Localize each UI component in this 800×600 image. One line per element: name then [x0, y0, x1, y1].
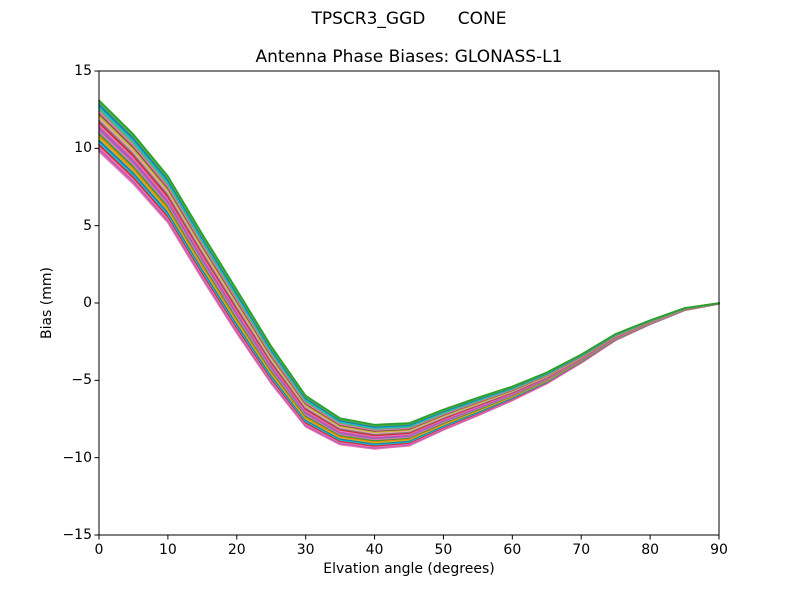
series-line [98, 134, 720, 443]
series-line [98, 139, 720, 445]
series-line [98, 110, 720, 431]
x-tick-label-80: 80 [641, 542, 660, 558]
series-line [98, 123, 720, 438]
x-tick-label-50: 50 [434, 542, 453, 558]
series-line [98, 146, 720, 448]
axis-ticks-group [94, 70, 720, 540]
y-tick-label-5: 5 [83, 217, 92, 234]
series-line [98, 119, 720, 436]
x-tick-label-30: 30 [296, 542, 315, 558]
series-line [98, 130, 720, 441]
line-series-group [98, 99, 720, 450]
x-axis-label: Elvation angle (degrees) [323, 561, 495, 577]
plot-frame [98, 70, 720, 536]
series-line [98, 132, 720, 442]
series-line [98, 150, 720, 450]
chart-subtitle: Antenna Phase Biases: GLONASS-L1 [255, 47, 563, 67]
chart-title: TPSCR3_GGD CONE [311, 9, 507, 29]
y-tick-label-15: 15 [74, 63, 92, 79]
series-line [98, 106, 720, 429]
series-line [98, 115, 720, 433]
x-tick-label-90: 90 [710, 542, 728, 558]
x-tick-label-20: 20 [227, 542, 246, 558]
x-tick-label-0: 0 [94, 542, 104, 558]
series-line [98, 103, 720, 428]
series-line [98, 99, 720, 426]
y-tick-label--5: −5 [71, 372, 92, 389]
y-axis-label: Bias (mm) [39, 266, 55, 340]
series-line [98, 126, 720, 439]
x-tick-label-10: 10 [158, 542, 177, 558]
x-tick-label-70: 70 [572, 542, 591, 558]
x-tick-label-60: 60 [503, 542, 522, 558]
series-line [98, 148, 720, 449]
series-line [98, 141, 720, 446]
y-tick-label--10: −10 [62, 449, 92, 466]
series-line [98, 137, 720, 444]
y-tick-label-10: 10 [74, 140, 92, 157]
series-line [98, 101, 720, 427]
series-line [98, 128, 720, 440]
y-tick-label-0: 0 [83, 295, 92, 311]
series-line [98, 143, 720, 447]
series-line [98, 121, 720, 437]
x-tick-label-40: 40 [365, 542, 384, 558]
series-line [98, 112, 720, 432]
series-line [98, 108, 720, 430]
y-tick-label--15: −15 [62, 527, 92, 543]
series-line [98, 117, 720, 435]
